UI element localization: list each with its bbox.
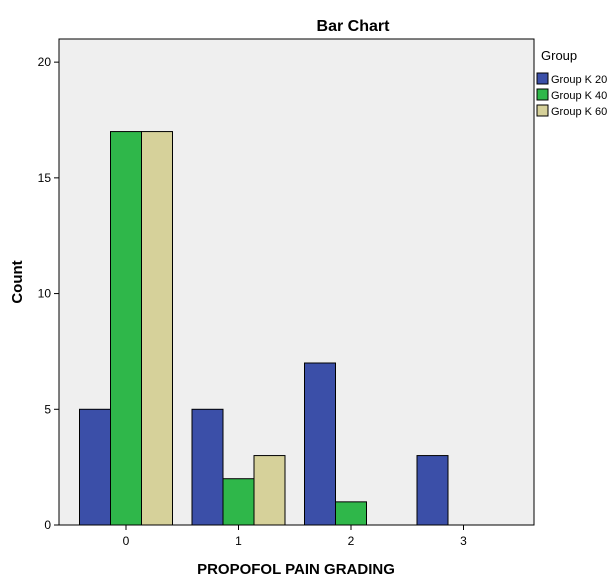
bar-group-k-20-cat-3 — [416, 455, 449, 526]
bar-group-k-40-cat-0 — [110, 131, 142, 526]
x-tick-label-1: 1 — [235, 534, 242, 548]
x-axis-label: PROPOFOL PAIN GRADING — [197, 561, 395, 576]
chart-title: Bar Chart — [317, 18, 391, 35]
bar-group-k-40-cat-1 — [222, 478, 255, 526]
x-tick-label-2: 2 — [348, 534, 355, 548]
legend-title: Group — [541, 48, 577, 63]
legend-swatch-group-k-60 — [536, 104, 549, 117]
x-tick-label-3: 3 — [460, 534, 467, 548]
y-tick-label-20: 20 — [38, 55, 52, 69]
x-axis: 0 1 2 3 — [123, 525, 467, 548]
y-axis: 0 5 10 15 20 — [38, 55, 59, 532]
y-tick-label-15: 15 — [38, 171, 52, 185]
legend-swatch-group-k-20 — [536, 72, 549, 85]
legend-label-group-k-60: Group K 60 — [551, 106, 607, 118]
bar-group-k-20-cat-1 — [191, 408, 224, 526]
legend-label-group-k-40: Group K 40 — [551, 90, 607, 102]
y-tick-label-10: 10 — [38, 287, 52, 301]
x-tick-label-0: 0 — [123, 534, 130, 548]
bar-group-k-40-cat-2 — [335, 501, 367, 526]
legend-swatch-group-k-40 — [536, 88, 549, 101]
bar-group-k-60-cat-0 — [141, 131, 173, 526]
legend-label-group-k-20: Group K 20 — [551, 74, 607, 86]
bar-group-k-60-cat-1 — [253, 455, 286, 526]
bar-group-k-20-cat-2 — [304, 362, 336, 526]
legend: Group Group K 20 Group K 40 Group K 60 — [536, 48, 607, 118]
y-tick-label-0: 0 — [44, 518, 51, 532]
bar-group-k-20-cat-0 — [79, 408, 111, 526]
y-tick-label-5: 5 — [44, 402, 51, 416]
y-axis-label: Count — [9, 260, 26, 303]
bars-layer — [79, 131, 449, 526]
